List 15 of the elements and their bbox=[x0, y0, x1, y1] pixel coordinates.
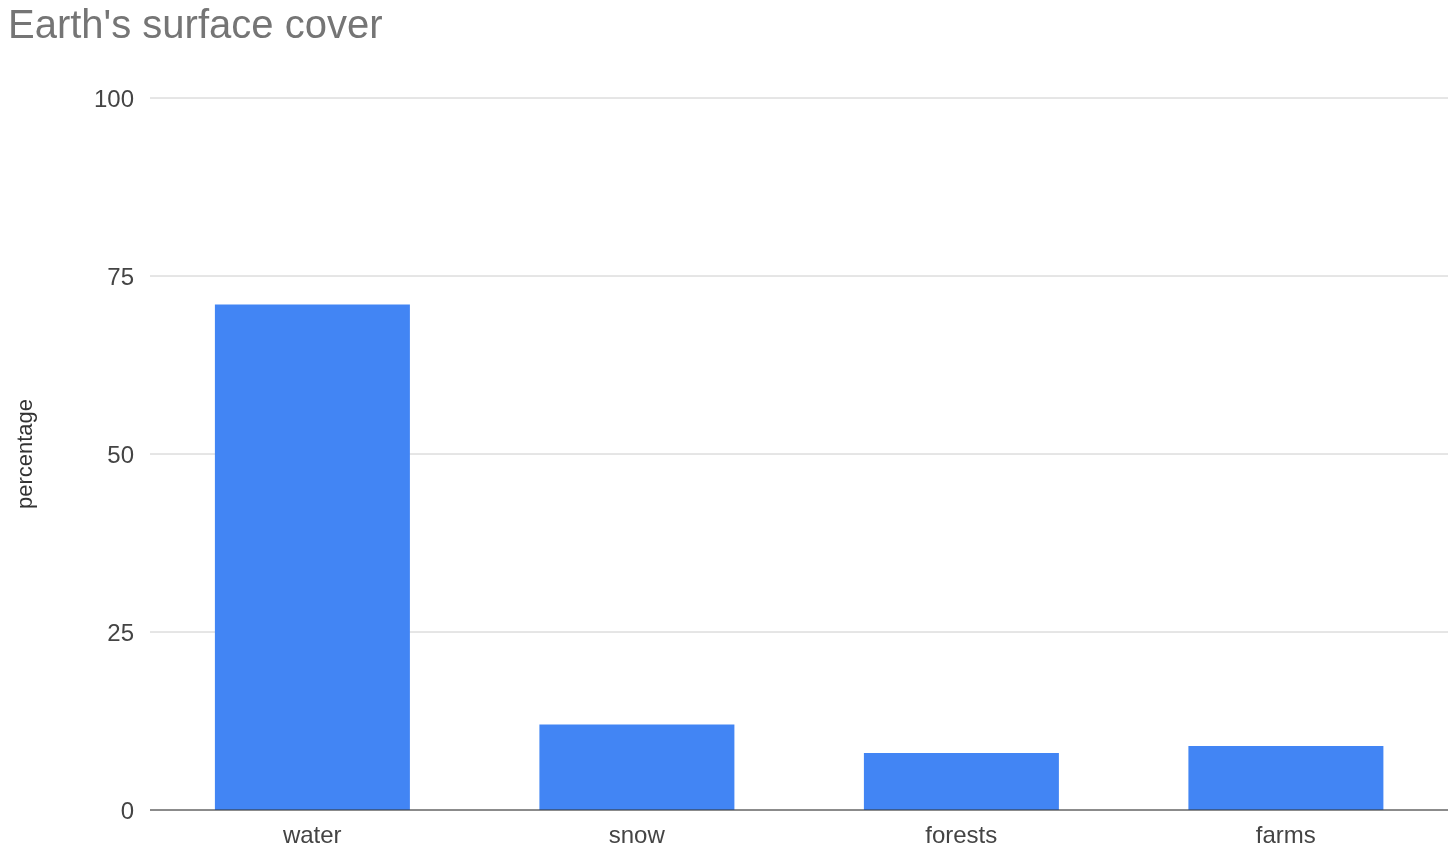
y-tick-label: 100 bbox=[93, 84, 134, 112]
y-axis-title: percentage bbox=[11, 398, 37, 510]
y-tick-label: 0 bbox=[120, 796, 134, 824]
y-tick-label: 50 bbox=[107, 440, 134, 468]
y-tick-label: 75 bbox=[107, 262, 134, 290]
x-tick-label: snow bbox=[608, 821, 666, 849]
bar bbox=[863, 753, 1059, 810]
x-tick-label: forests bbox=[925, 821, 998, 849]
chart-title: Earth's surface cover bbox=[8, 2, 383, 47]
x-tick-label: water bbox=[281, 821, 342, 849]
bar bbox=[1188, 745, 1384, 810]
x-tick-label: farms bbox=[1255, 821, 1316, 849]
bar bbox=[539, 724, 735, 810]
bar bbox=[214, 304, 410, 810]
y-tick-label: 25 bbox=[107, 618, 134, 646]
